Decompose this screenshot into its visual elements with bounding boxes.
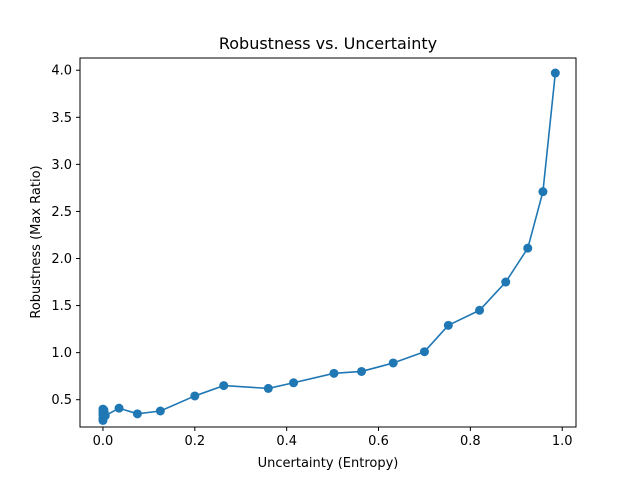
x-tick-label: 0.4 xyxy=(276,434,297,449)
y-tick-label: 1.5 xyxy=(51,299,72,314)
data-point xyxy=(329,368,339,378)
y-tick-label: 1.0 xyxy=(51,346,72,361)
data-point xyxy=(443,320,453,330)
chart-title: Robustness vs. Uncertainty xyxy=(219,34,437,53)
x-axis-label: Uncertainty (Entropy) xyxy=(258,456,399,471)
y-axis: 0.5 1.0 1.5 2.0 2.5 3.0 3.5 4.0 xyxy=(51,64,80,408)
data-point xyxy=(289,378,299,388)
y-tick-label: 3.0 xyxy=(51,158,72,173)
y-axis-label: Robustness (Max Ratio) xyxy=(29,165,44,318)
x-tick-label: 0.2 xyxy=(184,434,205,449)
y-tick-label: 2.0 xyxy=(51,252,72,267)
data-point xyxy=(114,403,124,413)
data-point xyxy=(388,358,398,368)
x-tick-label: 0.8 xyxy=(460,434,481,449)
data-point xyxy=(475,305,485,315)
y-tick-label: 2.5 xyxy=(51,205,72,220)
data-point xyxy=(100,411,110,421)
data-point xyxy=(538,187,548,197)
data-point xyxy=(219,381,229,391)
data-point xyxy=(132,409,142,419)
data-point xyxy=(550,68,560,78)
x-tick-label: 1.0 xyxy=(552,434,573,449)
data-point xyxy=(419,347,429,357)
axes-frame xyxy=(79,57,577,428)
x-axis: 0.0 0.2 0.4 0.6 0.8 1.0 xyxy=(93,427,573,449)
y-tick-label: 3.5 xyxy=(51,111,72,126)
data-point xyxy=(357,366,367,376)
data-point xyxy=(263,383,273,393)
y-tick-label: 4.0 xyxy=(51,64,72,79)
data-point xyxy=(523,243,533,253)
plot-area xyxy=(98,68,560,425)
x-tick-label: 0.0 xyxy=(93,434,114,449)
data-point xyxy=(155,406,165,416)
x-tick-label: 0.6 xyxy=(368,434,389,449)
data-point xyxy=(501,277,511,287)
y-tick-label: 0.5 xyxy=(51,393,72,408)
data-point xyxy=(190,391,200,401)
